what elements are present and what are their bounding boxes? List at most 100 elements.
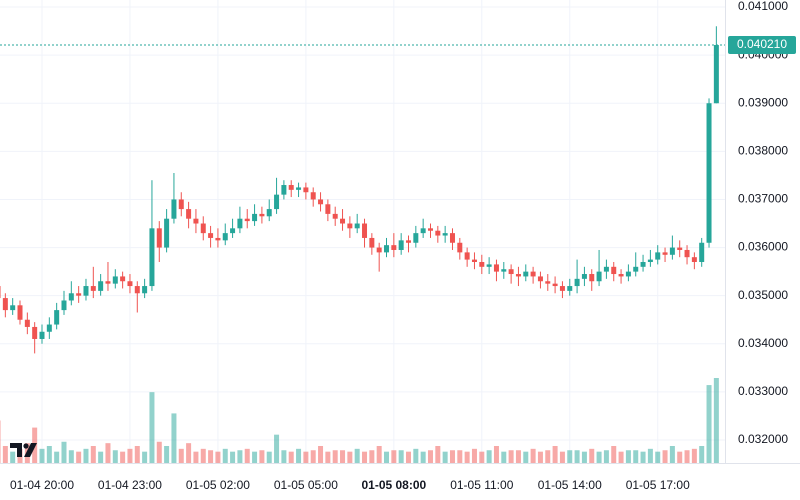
- candle-body: [589, 274, 595, 282]
- volume-bar: [589, 448, 595, 463]
- candle-body: [171, 199, 177, 219]
- candle-body: [684, 249, 690, 258]
- volume-bar: [332, 450, 338, 463]
- candle-body: [193, 218, 199, 224]
- candle-body: [640, 262, 646, 267]
- volume-bar: [215, 451, 221, 463]
- volume-bar: [186, 443, 192, 463]
- volume-bar: [611, 446, 617, 463]
- candle-body: [0, 286, 1, 299]
- candle-body: [435, 230, 441, 236]
- volume-bar: [10, 451, 16, 463]
- volume-bar: [164, 446, 170, 463]
- candle-body: [303, 187, 309, 193]
- candle-body: [691, 257, 697, 263]
- volume-bar: [545, 450, 551, 463]
- volume-bar: [274, 434, 280, 463]
- candle-body: [523, 271, 529, 277]
- volume-bar: [178, 448, 184, 463]
- candle-body: [662, 252, 668, 255]
- candle-body: [200, 223, 206, 234]
- plot: [0, 0, 725, 463]
- volume-bar: [567, 450, 573, 463]
- candle-body: [669, 247, 675, 255]
- y-tick-label: 0.041000: [738, 0, 788, 13]
- volume-bar: [369, 450, 375, 463]
- candle-body: [215, 237, 221, 241]
- candle-body: [186, 209, 192, 219]
- candle-body: [552, 283, 558, 287]
- x-tick-label: 01-04 23:00: [98, 478, 162, 492]
- volume-bar: [310, 450, 316, 463]
- candle-body: [398, 240, 404, 250]
- volume-bar: [574, 450, 580, 463]
- candle-body: [706, 103, 712, 243]
- volume-bar: [457, 450, 463, 463]
- candle-body: [559, 286, 565, 291]
- volume-bar: [259, 450, 265, 463]
- candle-body: [340, 218, 346, 224]
- volume-bar: [134, 446, 140, 463]
- candle-body: [501, 269, 507, 272]
- candle-body: [618, 274, 624, 277]
- y-tick-label: 0.032000: [738, 432, 788, 446]
- candle-body: [457, 242, 463, 253]
- candle-body: [677, 247, 683, 250]
- volume-bar: [603, 450, 609, 463]
- candle-body: [288, 185, 294, 190]
- volume-bar: [230, 451, 236, 463]
- volume-bar: [68, 450, 74, 463]
- candle-body: [2, 298, 8, 311]
- volume-bar: [713, 378, 719, 463]
- candle-body: [134, 286, 140, 294]
- volume-bar: [244, 448, 250, 463]
- volume-bar: [347, 451, 353, 463]
- candle-body: [54, 310, 60, 325]
- y-tick-label: 0.035000: [738, 288, 788, 302]
- volume-bar: [662, 450, 668, 463]
- volume-bar: [479, 451, 485, 463]
- candle-body: [655, 252, 661, 260]
- candle-body: [112, 276, 118, 284]
- candle-body: [369, 237, 375, 248]
- x-tick-label: 01-04 20:00: [10, 478, 74, 492]
- candle-body: [347, 223, 353, 229]
- candle-body: [625, 271, 631, 277]
- candle-body: [98, 281, 104, 291]
- candle-body: [266, 209, 272, 217]
- volume-bar: [427, 450, 433, 463]
- volume-bar: [398, 450, 404, 463]
- volume-bar: [156, 441, 162, 463]
- candle-body: [32, 326, 38, 339]
- candle-body: [310, 192, 316, 200]
- candle-body: [391, 245, 397, 250]
- volume-bar: [625, 450, 631, 463]
- volume-bar: [442, 451, 448, 463]
- volume-bar: [142, 451, 148, 463]
- volume-bar: [76, 451, 82, 463]
- candle-body: [332, 213, 338, 219]
- volume-bar: [54, 451, 60, 463]
- volume-bar: [493, 446, 499, 463]
- volume-bar: [112, 450, 118, 463]
- volume-bar: [515, 450, 521, 463]
- volume-bar: [523, 451, 529, 463]
- candle-body: [530, 271, 536, 277]
- candle-body: [699, 242, 705, 263]
- volume-bar: [559, 451, 565, 463]
- x-tick-label: 01-05 05:00: [274, 478, 338, 492]
- volume-bar: [647, 448, 653, 463]
- candle-body: [442, 233, 448, 236]
- y-tick-label: 0.038000: [738, 144, 788, 158]
- volume-bar: [83, 448, 89, 463]
- y-tick-label: 0.034000: [738, 336, 788, 350]
- candle-body: [39, 331, 45, 339]
- volume-bar: [120, 451, 126, 463]
- candle-body: [427, 228, 433, 231]
- candle-body: [486, 264, 492, 267]
- candle-body: [493, 264, 499, 272]
- candle-body: [83, 286, 89, 296]
- volume-bar: [684, 450, 690, 463]
- volume-bar: [171, 413, 177, 463]
- volume-bar: [618, 451, 624, 463]
